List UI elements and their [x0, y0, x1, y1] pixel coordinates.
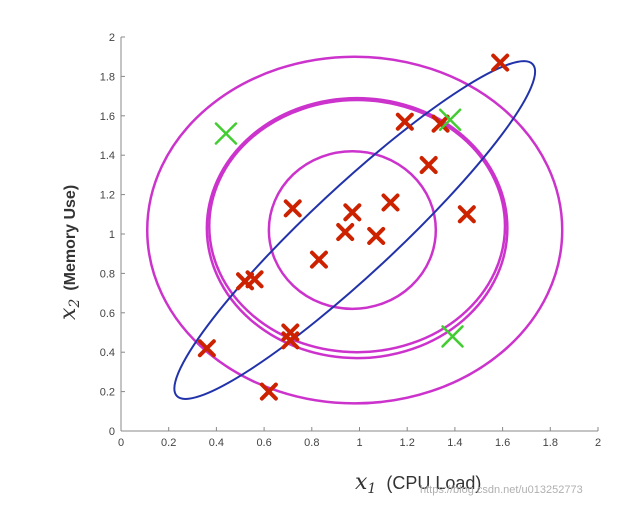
circular-contour-3 [145, 55, 564, 405]
red-x-point [457, 205, 476, 224]
x-axis-label: x1 (CPU Load) [355, 470, 481, 497]
x-tick-label: 1.2 [400, 437, 415, 449]
x-tick-label: 0.2 [161, 437, 176, 449]
x-tick-label: 1.4 [447, 437, 462, 449]
x-axis-label-subscript: 1 [367, 481, 376, 497]
y-axis-label-variable: x [56, 307, 81, 320]
y-tick-label: 2 [109, 32, 115, 44]
x-tick-label: 1 [356, 437, 362, 449]
x-marker-stroke [367, 226, 386, 245]
gaussian-ellipse-contour [173, 60, 537, 400]
watermark-text: https://blog.csdn.net/u013252773 [420, 484, 583, 496]
y-tick-label: 0.2 [100, 387, 115, 399]
x-marker-stroke [197, 339, 216, 358]
x-tick-label: 0.6 [256, 437, 271, 449]
y-tick-label: 1.8 [100, 71, 115, 83]
y-axis-label-text: (Memory Use) [62, 185, 79, 291]
red-x-point [309, 250, 328, 269]
x-marker-stroke [438, 108, 462, 131]
x-marker-stroke [343, 203, 362, 222]
y-tick-label: 1 [109, 229, 115, 241]
y-tick-label: 0.6 [100, 308, 115, 320]
x-marker-stroke [381, 193, 400, 212]
x-marker-stroke [281, 331, 300, 350]
x-tick-label: 2 [595, 437, 601, 449]
y-tick-label: 0 [109, 426, 115, 438]
y-tick-label: 0.4 [100, 347, 115, 359]
x-tick-label: 1.6 [495, 437, 510, 449]
green-x-point [441, 325, 464, 348]
x-marker-stroke [309, 250, 328, 269]
x-axis-label-variable: x [355, 470, 368, 495]
x-marker-stroke [431, 114, 450, 133]
x-marker-stroke [245, 270, 264, 289]
x-marker-stroke [259, 382, 278, 401]
x-marker-stroke [441, 325, 464, 348]
y-tick-label: 1.2 [100, 190, 115, 202]
red-x-point [283, 199, 302, 218]
x-axis-label-text: (CPU Load) [386, 473, 481, 493]
red-x-point [245, 270, 264, 289]
circular-contour-0 [267, 150, 438, 311]
circular-contour-1 [205, 96, 509, 360]
red-x-point [395, 112, 414, 131]
x-tick-label: 0 [118, 437, 124, 449]
x-marker-stroke [491, 53, 510, 72]
y-tick-labels: 0 0.2 0.4 0.6 0.8 1 1.2 1.4 1.6 1.8 2 [100, 32, 125, 438]
x-marker-stroke [419, 156, 438, 175]
green-x-point [438, 108, 462, 131]
red-x-point [431, 114, 450, 133]
data-points [197, 53, 510, 401]
green-x-point [214, 122, 238, 145]
y-tick-label: 1.4 [100, 150, 115, 162]
x-tick-label: 1.8 [543, 437, 558, 449]
red-x-point [381, 193, 400, 212]
red-x-point [367, 226, 386, 245]
contour-layer [145, 55, 564, 405]
red-x-point [343, 203, 362, 222]
y-tick-label: 0.8 [100, 268, 115, 280]
x-tick-label: 0.8 [304, 437, 319, 449]
x-tick-labels: 0 0.2 0.4 0.6 0.8 1 1.2 1.4 1.6 1.8 2 [118, 427, 601, 449]
y-axis-label-subscript: 2 [67, 299, 83, 309]
red-x-point [259, 382, 278, 401]
red-x-point [491, 53, 510, 72]
red-x-point [197, 339, 216, 358]
x-marker-stroke [214, 122, 238, 145]
x-marker-stroke [395, 112, 414, 131]
x-marker-stroke [457, 205, 476, 224]
circular-contour-2 [207, 98, 507, 354]
y-tick-label: 1.6 [100, 111, 115, 123]
red-x-point [336, 223, 355, 242]
x-tick-label: 0.4 [209, 437, 224, 449]
red-x-point [419, 156, 438, 175]
x-marker-stroke [283, 199, 302, 218]
red-x-point [281, 331, 300, 350]
x-marker-stroke [336, 223, 355, 242]
y-axis-label: x2 (Memory Use) [56, 185, 83, 320]
